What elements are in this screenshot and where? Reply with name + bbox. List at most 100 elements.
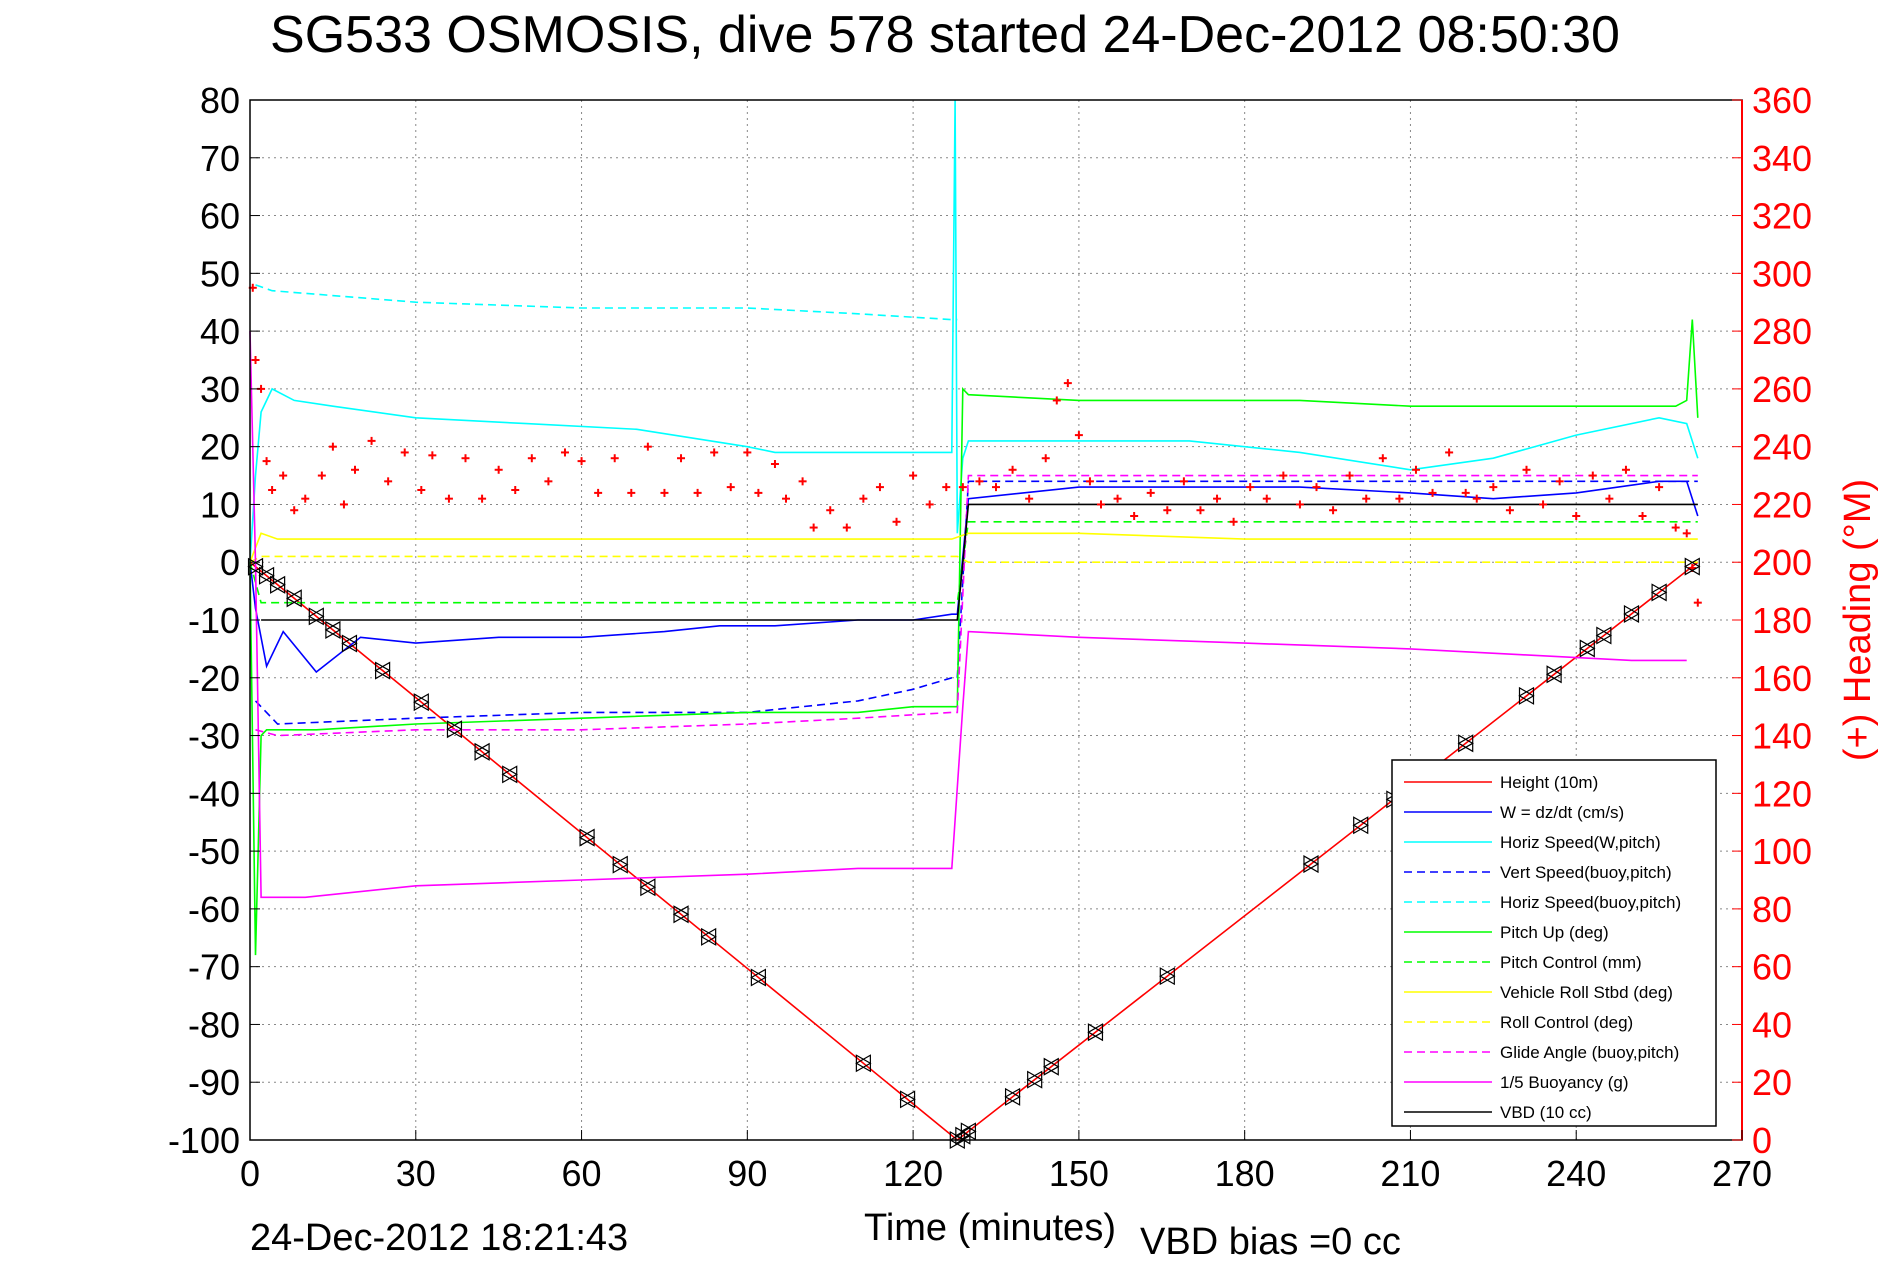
vbd-marker <box>1457 734 1474 753</box>
vbd-marker <box>341 634 358 653</box>
vbd-marker <box>501 765 518 784</box>
x-tick-label: 0 <box>240 1153 260 1194</box>
y2-tick-label: 60 <box>1752 947 1792 988</box>
y-tick-label: -80 <box>188 1004 240 1045</box>
series-line-3 <box>254 480 1698 725</box>
heading-point <box>1312 483 1321 492</box>
y-tick-label: 50 <box>200 253 240 294</box>
vbd-marker <box>750 968 767 987</box>
y-tick-label: -30 <box>188 716 240 757</box>
legend-label: Vert Speed(buoy,pitch) <box>1500 863 1672 882</box>
heading-point <box>909 471 918 480</box>
heading-point <box>1329 506 1338 515</box>
legend: Height (10m) W = dz/dt (cm/s) Horiz Speed(… <box>1391 759 1717 1127</box>
footer-date: 24-Dec-2012 18:21:43 <box>250 1217 628 1259</box>
heading-point <box>1041 454 1050 463</box>
heading-point <box>925 500 934 509</box>
y-tick-label: 30 <box>200 369 240 410</box>
vbd-marker <box>374 661 391 680</box>
vbd-marker <box>960 1122 977 1141</box>
heading-point <box>1246 483 1255 492</box>
heading-point <box>1025 494 1034 503</box>
heading-point <box>1279 471 1288 480</box>
legend-label: Glide Angle (buoy,pitch) <box>1500 1043 1679 1062</box>
vbd-marker <box>1087 1023 1104 1042</box>
series-line-7 <box>249 532 1698 563</box>
vbd-marker <box>269 575 286 594</box>
heading-point <box>710 448 719 457</box>
series-line-6 <box>249 521 1698 604</box>
x-tick-label: 30 <box>396 1153 436 1194</box>
heading-point <box>859 494 868 503</box>
y-tick-label: -40 <box>188 773 240 814</box>
y2-ticks: 3603403203002802602402202001801601401201… <box>1732 80 1812 1161</box>
heading-point <box>1522 465 1531 474</box>
vbd-marker <box>285 589 303 608</box>
y2-tick-label: 300 <box>1752 253 1812 294</box>
vbd-marker <box>413 693 430 712</box>
heading-point <box>1693 598 1702 607</box>
y2-tick-label: 340 <box>1752 138 1812 179</box>
y2-tick-label: 280 <box>1752 311 1812 352</box>
heading-point <box>1345 471 1354 480</box>
heading-point <box>478 494 487 503</box>
y-tick-label: 20 <box>200 427 240 468</box>
heading-point <box>1295 500 1304 509</box>
heading-point <box>1113 494 1122 503</box>
x-tick-label: 180 <box>1215 1153 1275 1194</box>
chart-title: SG533 OSMOSIS, dive 578 started 24-Dec-2… <box>270 6 1620 64</box>
heading-point <box>660 488 669 497</box>
heading-point <box>693 488 702 497</box>
vbd-marker <box>578 828 596 847</box>
vbd-marker <box>1518 686 1535 705</box>
x-tick-label: 90 <box>727 1153 767 1194</box>
heading-point <box>1052 396 1061 405</box>
y-tick-label: -60 <box>188 889 240 930</box>
legend-label: 1/5 Buoyancy (g) <box>1500 1073 1629 1092</box>
heading-point <box>1411 465 1420 474</box>
y-tick-label: 80 <box>200 80 240 121</box>
vbd-marker <box>1684 557 1701 576</box>
vbd-marker <box>899 1090 916 1109</box>
heading-markers <box>248 283 1702 607</box>
heading-point <box>726 483 735 492</box>
heading-point <box>643 442 652 451</box>
heading-point <box>1572 512 1581 520</box>
vbd-marker <box>308 607 325 626</box>
vbd-marker <box>1159 967 1176 986</box>
heading-point <box>577 457 586 466</box>
heading-point <box>317 471 326 480</box>
y2-tick-label: 240 <box>1752 427 1812 468</box>
footer-bias: VBD bias =0 cc <box>1140 1221 1401 1262</box>
heading-point <box>262 457 271 466</box>
heading-point <box>400 448 409 457</box>
y-tick-label: -70 <box>188 947 240 988</box>
y2-tick-label: 200 <box>1752 542 1812 583</box>
heading-point <box>1489 483 1498 492</box>
heading-point <box>610 454 619 463</box>
heading-point <box>511 486 520 494</box>
vbd-marker <box>700 927 717 946</box>
y-ticks: 80 70 60 50 40 30 20 10 0 -10 -20 -30 -40 -50 -60 -70 -8… <box>168 80 260 1161</box>
series-line-8 <box>249 555 1698 563</box>
heading-point <box>958 483 967 492</box>
heading-point <box>809 523 818 532</box>
heading-point <box>627 488 636 497</box>
heading-point <box>279 471 288 480</box>
heading-point <box>1362 494 1371 503</box>
heading-point <box>892 517 901 526</box>
y-tick-label: 40 <box>200 311 240 352</box>
y-tick-label: 0 <box>220 542 240 583</box>
vbd-marker <box>855 1054 872 1073</box>
vbd-marker <box>1579 639 1596 658</box>
x-tick-label: 270 <box>1712 1153 1772 1194</box>
y2-tick-label: 320 <box>1752 196 1812 237</box>
heading-point <box>1130 512 1139 520</box>
heading-point <box>798 477 807 486</box>
heading-point <box>1163 506 1172 515</box>
heading-point <box>544 477 553 486</box>
legend-label: VBD (10 cc) <box>1500 1103 1592 1122</box>
heading-point <box>842 523 851 532</box>
heading-point <box>1605 494 1614 503</box>
